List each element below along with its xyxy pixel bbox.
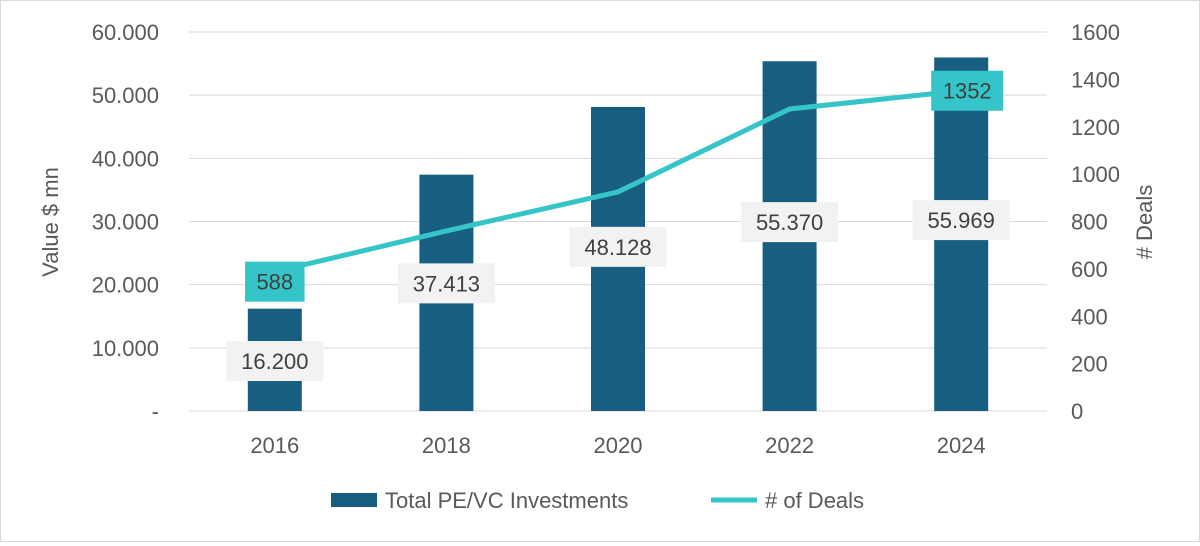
line-data-label: 588 bbox=[245, 261, 305, 302]
bar-data-label: 48.128 bbox=[569, 226, 667, 267]
bar-data-label-text: 48.128 bbox=[584, 235, 651, 260]
data-labels: 16.200 37.413 48.128 55.370 55.969 588 1352 bbox=[226, 70, 1010, 381]
line-data-label-bg bbox=[931, 70, 1004, 111]
bar-data-label-text: 16.200 bbox=[241, 349, 308, 374]
left-tick-label: 40.000 bbox=[92, 146, 159, 171]
legend: Total PE/VC Investments # of Deals bbox=[331, 488, 864, 513]
right-axis-ticks: 0 200 400 600 800 1000 1200 1400 1600 bbox=[1071, 20, 1120, 424]
x-tick-label: 2018 bbox=[422, 433, 471, 458]
bar-data-label: 55.370 bbox=[741, 202, 839, 243]
legend-label-line: # of Deals bbox=[765, 488, 864, 513]
right-tick-label: 800 bbox=[1071, 210, 1108, 235]
left-tick-label: 10.000 bbox=[92, 336, 159, 361]
left-tick-label: 50.000 bbox=[92, 83, 159, 108]
right-tick-label: 1600 bbox=[1071, 20, 1120, 45]
right-tick-label: 1400 bbox=[1071, 67, 1120, 92]
line-data-label: 1352 bbox=[931, 70, 1004, 111]
left-tick-label: 20.000 bbox=[92, 273, 159, 298]
x-tick-label: 2016 bbox=[250, 433, 299, 458]
line-point bbox=[443, 228, 449, 234]
right-tick-label: 1000 bbox=[1071, 162, 1120, 187]
line-point bbox=[787, 106, 793, 112]
bar-data-label-text: 55.370 bbox=[756, 210, 823, 235]
bar-data-label-text: 55.969 bbox=[928, 208, 995, 233]
x-axis-ticks: 2016 2018 2020 2022 2024 bbox=[250, 433, 985, 458]
left-axis-title: Value $ mn bbox=[38, 167, 63, 277]
right-tick-label: 600 bbox=[1071, 257, 1108, 282]
line-data-label-bg bbox=[245, 261, 305, 302]
bar-data-label-bg bbox=[912, 200, 1010, 241]
bar-data-label-bg bbox=[569, 226, 667, 267]
legend-swatch-bar bbox=[331, 493, 377, 507]
right-tick-label: 400 bbox=[1071, 304, 1108, 329]
x-tick-label: 2022 bbox=[765, 433, 814, 458]
x-tick-label: 2024 bbox=[937, 433, 986, 458]
line-data-label-text: 1352 bbox=[943, 79, 992, 104]
left-tick-label: - bbox=[152, 399, 159, 424]
left-tick-label: 60.000 bbox=[92, 20, 159, 45]
left-axis-ticks: - 10.000 20.000 30.000 40.000 50.000 60.000 bbox=[92, 20, 159, 424]
left-tick-label: 30.000 bbox=[92, 210, 159, 235]
legend-label-bar: Total PE/VC Investments bbox=[385, 488, 628, 513]
bar-data-label: 16.200 bbox=[226, 341, 324, 381]
right-axis-title: # Deals bbox=[1132, 185, 1157, 260]
bar-data-label: 37.413 bbox=[397, 263, 495, 304]
bar-data-label-text: 37.413 bbox=[413, 271, 480, 296]
right-tick-label: 1200 bbox=[1071, 115, 1120, 140]
right-tick-label: 200 bbox=[1071, 352, 1108, 377]
line-data-label-text: 588 bbox=[256, 270, 293, 295]
bar-data-label-bg bbox=[226, 341, 324, 381]
line-point bbox=[615, 189, 621, 195]
bar-data-label: 55.969 bbox=[912, 200, 1010, 241]
x-tick-label: 2020 bbox=[594, 433, 643, 458]
bar-data-label-bg bbox=[741, 202, 839, 243]
right-tick-label: 0 bbox=[1071, 399, 1083, 424]
bar-data-label-bg bbox=[397, 263, 495, 304]
